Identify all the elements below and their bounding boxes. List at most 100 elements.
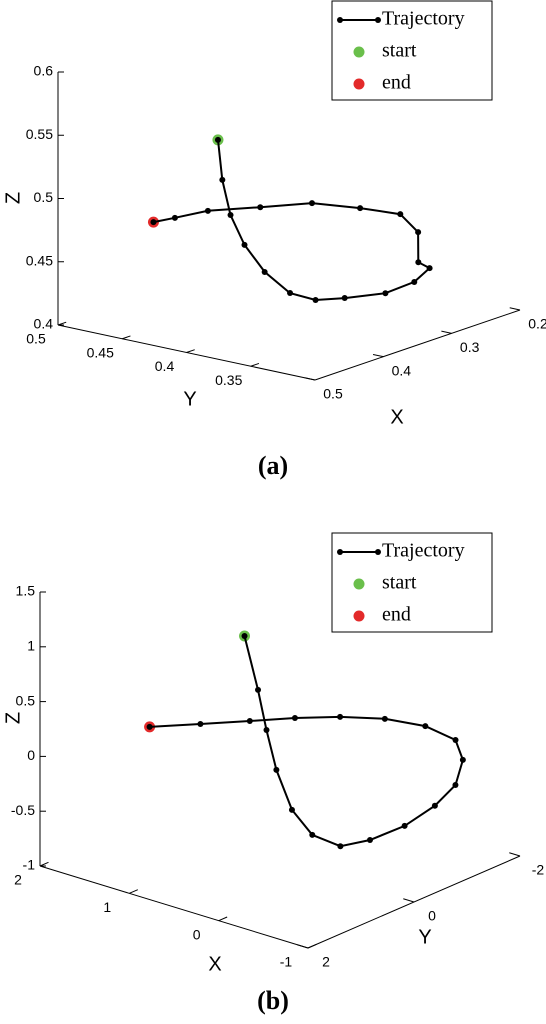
trajectory-point (309, 831, 316, 838)
trajectory-point (241, 241, 248, 248)
x-tick (304, 377, 316, 381)
trajectory-point (214, 136, 221, 143)
z-tick-label: 0 (27, 747, 35, 763)
x-tick (218, 916, 228, 922)
x-tick (372, 353, 384, 358)
trajectory-point (273, 766, 280, 773)
legend-label: start (382, 40, 417, 62)
trajectory-point (452, 737, 459, 744)
trajectory-point (257, 204, 264, 211)
y-tick (122, 335, 131, 340)
legend-marker (353, 578, 365, 590)
y-tick (250, 362, 260, 367)
y-tick-label: 2 (322, 954, 330, 970)
z-axis-title: Z (2, 192, 24, 204)
x-tick (129, 889, 139, 894)
x-tick-label: 0.4 (392, 362, 412, 378)
trajectory-point (263, 727, 270, 734)
x-tick (39, 861, 49, 867)
z-tick-label: 0.45 (26, 252, 53, 268)
x-axis-title: X (390, 406, 403, 428)
x-tick-label: 0 (193, 926, 201, 942)
y-tick-label: 0 (428, 908, 436, 924)
y-axis-title: Y (183, 388, 196, 410)
x-axis-line (314, 309, 521, 381)
x-tick-label: 2 (14, 872, 22, 888)
trajectory-point (337, 713, 344, 720)
x-tick-label: 0.2 (528, 316, 546, 332)
y-tick (403, 898, 415, 903)
x-tick-label: 0.5 (323, 386, 343, 402)
trajectory-point (227, 212, 234, 219)
z-tick-label: -0.5 (11, 802, 35, 818)
legend-marker (337, 17, 343, 23)
x-tick-label: 0.3 (460, 339, 480, 355)
trajectory-point (219, 176, 226, 183)
trajectory-point (401, 822, 408, 829)
y-tick-label: -2 (532, 862, 545, 878)
trajectory-point (415, 259, 422, 266)
legend-label: end (382, 604, 411, 626)
trajectory-point (287, 290, 294, 297)
trajectory-point (452, 782, 459, 789)
trajectory-point (431, 802, 438, 809)
x-tick-label: -1 (280, 954, 293, 970)
legend-marker (375, 549, 381, 555)
trajectory-point (146, 723, 153, 730)
trajectory-point (312, 297, 319, 304)
trajectory-point (197, 720, 204, 727)
z-tick-label: 0.5 (34, 189, 54, 205)
legend-label: Trajectory (382, 8, 465, 30)
legend-marker (375, 17, 381, 23)
z-tick-label: 0.4 (34, 316, 54, 332)
x-tick-label: 1 (103, 899, 111, 915)
trajectory-point (422, 723, 429, 730)
trajectory-point (459, 756, 466, 763)
trajectory-line (149, 635, 464, 848)
x-tick (441, 330, 452, 334)
trajectory-point (261, 268, 268, 275)
y-axis-title: Y (418, 926, 431, 948)
z-axis-title: Z (2, 712, 24, 724)
y-tick (186, 349, 195, 353)
legend-marker (353, 46, 365, 58)
trajectory-point (337, 843, 344, 850)
y-tick (509, 852, 521, 857)
z-tick-label: -1 (23, 857, 36, 873)
legend-label: start (382, 572, 417, 594)
trajectory-point (397, 211, 404, 218)
trajectory-point (357, 205, 364, 212)
trajectory-point (171, 214, 178, 221)
z-tick-label: 1.5 (16, 583, 36, 599)
trajectory-point (291, 714, 298, 721)
trajectory-point (382, 290, 389, 297)
trajectory-point (366, 836, 373, 843)
caption: (b) (257, 986, 289, 1015)
trajectory-point (246, 718, 253, 725)
trajectory-point (255, 686, 262, 693)
trajectory-line (153, 139, 432, 302)
trajectory-point (415, 229, 422, 236)
x-tick (509, 307, 521, 311)
trajectory-point (341, 295, 348, 302)
caption: (a) (258, 451, 288, 480)
trajectory-point (204, 207, 211, 214)
trajectory-point (288, 806, 295, 813)
trajectory-point (411, 278, 418, 285)
trajectory-point (150, 219, 157, 226)
trajectory-point (241, 633, 248, 640)
trajectory-point (426, 265, 433, 272)
z-tick-label: 0.6 (34, 63, 54, 79)
y-tick-label: 0.35 (215, 372, 242, 388)
legend-marker (337, 549, 343, 555)
legend-marker (353, 78, 365, 90)
legend-marker (353, 610, 365, 622)
x-tick (307, 943, 317, 949)
x-axis-title: X (208, 953, 221, 975)
trajectory-point (381, 715, 388, 722)
y-tick-label: 0.4 (155, 358, 175, 374)
z-tick-label: 1 (27, 638, 35, 654)
legend-label: Trajectory (382, 540, 465, 562)
